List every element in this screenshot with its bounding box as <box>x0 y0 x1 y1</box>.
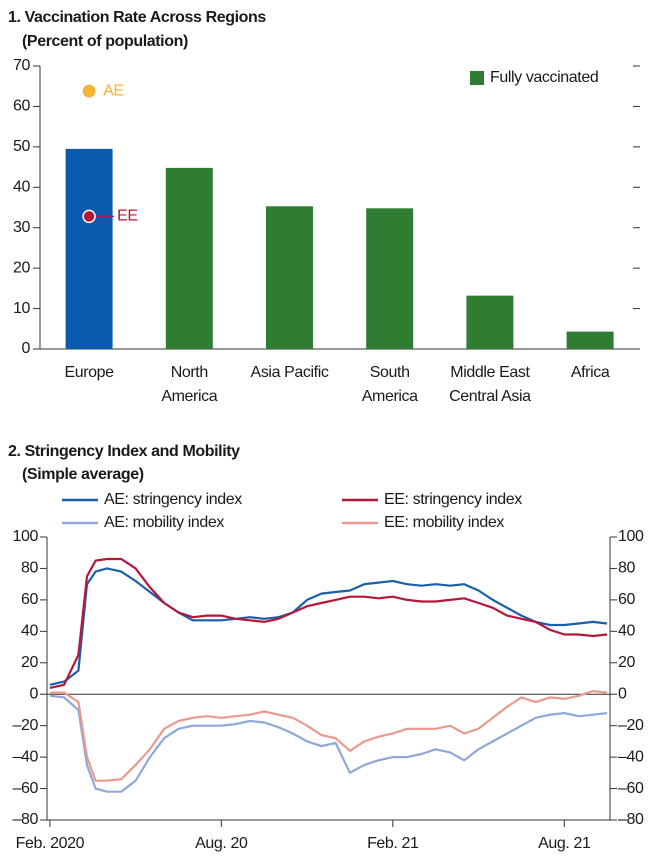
y-tick-label: 30 <box>13 219 30 236</box>
y2-tick-label: 0 <box>618 685 627 702</box>
legend-label: AE: stringency index <box>104 491 242 508</box>
chart-title: 1. Vaccination Rate Across Regions <box>8 9 266 26</box>
bar <box>266 206 313 349</box>
y-tick-label: 20 <box>13 259 30 276</box>
y-tick-label: 40 <box>21 623 38 640</box>
y-tick-label: 100 <box>13 528 39 545</box>
y-tick-label: –40 <box>13 748 39 765</box>
x-tick-label: Aug. 21 <box>538 835 591 852</box>
y2-tick-label: 100 <box>618 528 644 545</box>
y-tick-label: 80 <box>21 560 38 577</box>
y2-tick-label: –80 <box>618 811 644 828</box>
y-tick-label: 0 <box>22 340 31 357</box>
y2-tick-label: 40 <box>618 623 635 640</box>
y-tick-label: 20 <box>21 654 38 671</box>
legend-label: Fully vaccinated <box>490 69 598 86</box>
x-tick-label: South America <box>362 364 418 405</box>
series-line <box>49 694 608 793</box>
x-tick-label: Feb. 21 <box>367 835 419 852</box>
y2-tick-label: 20 <box>618 654 635 671</box>
x-tick-label: Africa <box>571 364 610 381</box>
point <box>82 209 96 224</box>
series-line <box>49 690 608 782</box>
point-label: EE <box>117 208 138 225</box>
bar <box>65 148 113 349</box>
y-tick-label: 60 <box>21 591 38 608</box>
y-tick-label: 60 <box>13 98 30 115</box>
y-tick-label: 70 <box>13 57 30 74</box>
bar <box>466 295 514 349</box>
bar <box>566 331 614 349</box>
y2-tick-label: 60 <box>618 591 635 608</box>
y2-tick-label: –20 <box>618 717 644 734</box>
y2-tick-label: –40 <box>618 748 644 765</box>
legend-label: EE: mobility index <box>384 514 504 531</box>
bar <box>366 208 414 349</box>
x-tick-label: Feb. 2020 <box>16 835 85 852</box>
y-tick-label: 40 <box>13 179 30 196</box>
bar <box>165 167 213 349</box>
chart-title: 2. Stringency Index and Mobility <box>8 443 240 460</box>
y-tick-label: 0 <box>30 685 39 702</box>
x-tick-label: Asia Pacific <box>251 364 329 381</box>
y-tick-label: –80 <box>13 811 39 828</box>
series-line <box>49 557 608 689</box>
x-tick-label: Middle East Central Asia <box>449 364 531 405</box>
series-line <box>49 567 608 686</box>
y2-tick-label: –60 <box>618 780 644 797</box>
legend-label: AE: mobility index <box>104 514 224 531</box>
y2-tick-label: 80 <box>618 560 635 577</box>
y-tick-label: –20 <box>13 717 39 734</box>
point <box>82 84 96 98</box>
legend-swatch <box>470 71 484 85</box>
x-tick-label: North America <box>161 364 217 405</box>
chart-subtitle: (Simple average) <box>22 466 144 483</box>
x-tick-label: Aug. 20 <box>195 835 248 852</box>
point-label: AE <box>103 82 124 99</box>
legend-label: EE: stringency index <box>384 491 522 508</box>
y-tick-label: 10 <box>13 300 30 317</box>
y-tick-label: –60 <box>13 780 39 797</box>
chart-subtitle: (Percent of population) <box>22 33 188 50</box>
x-tick-label: Europe <box>64 364 114 381</box>
y-tick-label: 50 <box>13 138 30 155</box>
